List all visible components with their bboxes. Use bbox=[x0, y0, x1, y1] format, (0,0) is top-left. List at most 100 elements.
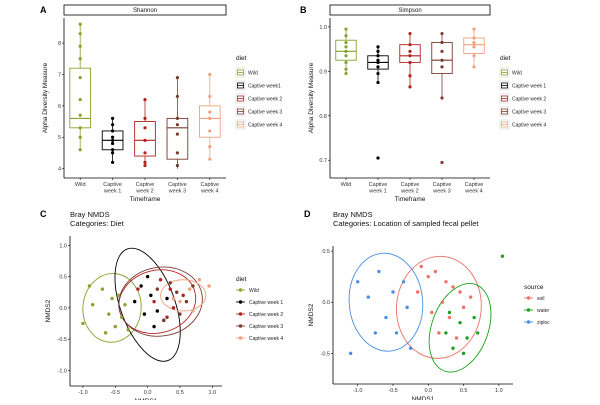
data-point bbox=[376, 65, 380, 69]
data-point bbox=[168, 281, 172, 285]
data-point bbox=[377, 269, 381, 274]
strip-label: Shannon bbox=[133, 8, 157, 14]
legend-dot bbox=[238, 288, 243, 292]
x-tick-label: Captive week 2 bbox=[400, 182, 419, 195]
data-point bbox=[208, 72, 212, 77]
data-point bbox=[143, 151, 147, 155]
data-point bbox=[376, 45, 380, 49]
legend-item-label: Captive week 3 bbox=[512, 110, 546, 116]
data-point bbox=[178, 299, 182, 304]
x-tick-label: Wild bbox=[341, 182, 352, 188]
y-tick-label: 4 bbox=[58, 167, 61, 173]
plot-title: Bray NMDS bbox=[333, 210, 373, 219]
legend-item-label: Wild bbox=[249, 288, 259, 294]
data-point bbox=[440, 300, 445, 304]
legend-dot bbox=[238, 324, 243, 328]
y-tick-label: 0.8 bbox=[319, 114, 327, 120]
data-point bbox=[408, 31, 412, 36]
data-point bbox=[454, 336, 459, 340]
y-tick-label: 0.0 bbox=[322, 300, 330, 306]
data-point bbox=[111, 135, 115, 139]
data-point bbox=[120, 315, 124, 319]
data-point bbox=[175, 76, 179, 80]
data-point bbox=[376, 49, 380, 53]
data-point bbox=[472, 36, 476, 40]
y-tick-label: 8 bbox=[58, 41, 61, 47]
data-point bbox=[107, 312, 111, 316]
x-tick-label: 0.0 bbox=[144, 390, 152, 396]
data-point bbox=[344, 27, 348, 31]
data-point bbox=[376, 58, 380, 62]
data-point bbox=[408, 49, 412, 53]
data-point bbox=[175, 123, 179, 127]
data-point bbox=[376, 80, 380, 85]
data-point bbox=[110, 296, 114, 301]
legend-item-label: Captive week 3 bbox=[248, 110, 282, 116]
legend-dot bbox=[238, 312, 243, 316]
data-point bbox=[165, 296, 169, 301]
data-point bbox=[155, 287, 160, 291]
data-point bbox=[472, 27, 476, 31]
data-point bbox=[136, 287, 140, 291]
data-point bbox=[111, 123, 115, 127]
data-point bbox=[78, 44, 82, 48]
y-tick-label: 0.7 bbox=[319, 158, 327, 164]
data-point bbox=[168, 287, 172, 291]
data-point bbox=[476, 331, 480, 335]
data-point bbox=[472, 54, 476, 58]
data-point bbox=[111, 160, 115, 164]
data-point bbox=[408, 60, 412, 65]
x-tick-label: Captive week 3 bbox=[168, 182, 187, 195]
x-axis-label: Timeframe bbox=[395, 196, 426, 203]
x-tick-label: 1.0 bbox=[208, 390, 216, 396]
data-point bbox=[401, 280, 406, 284]
data-point bbox=[426, 274, 430, 279]
data-point bbox=[408, 74, 412, 78]
box bbox=[198, 105, 221, 138]
data-point bbox=[78, 113, 82, 117]
data-point bbox=[175, 94, 179, 99]
data-point bbox=[111, 129, 115, 133]
data-point bbox=[384, 315, 388, 320]
strip-box bbox=[63, 4, 227, 16]
data-point bbox=[78, 135, 82, 139]
data-point bbox=[143, 160, 147, 164]
x-tick-label: 0.5 bbox=[176, 390, 184, 396]
data-point bbox=[444, 280, 448, 284]
data-point bbox=[155, 309, 160, 313]
data-point bbox=[87, 284, 92, 288]
data-point bbox=[356, 280, 360, 284]
data-point bbox=[408, 85, 412, 89]
y-axis-label: Alpha Diversity Measure bbox=[42, 62, 49, 133]
plot-title: Bray NMDS bbox=[70, 210, 110, 219]
data-point bbox=[139, 284, 143, 288]
legend-item-label: Captive week 2 bbox=[249, 312, 283, 318]
data-point bbox=[430, 310, 434, 315]
data-point bbox=[208, 116, 212, 120]
data-point bbox=[184, 299, 189, 304]
data-point bbox=[208, 129, 212, 133]
x-tick-label: Wild bbox=[75, 182, 86, 188]
data-point bbox=[344, 60, 348, 65]
x-tick-label: -1.0 bbox=[353, 388, 362, 394]
data-point bbox=[472, 65, 476, 69]
data-point bbox=[344, 49, 348, 53]
legend-dot bbox=[526, 308, 531, 312]
x-tick-label: 0.0 bbox=[424, 388, 432, 394]
data-point bbox=[376, 60, 380, 65]
data-point bbox=[181, 293, 185, 298]
y-tick-label: 5 bbox=[58, 135, 61, 141]
y-tick-label: 1.0 bbox=[59, 243, 67, 249]
panel-label: A bbox=[40, 5, 47, 15]
data-point bbox=[419, 264, 423, 269]
data-point bbox=[440, 58, 444, 62]
data-point bbox=[78, 57, 82, 61]
confidence-ellipse bbox=[82, 273, 142, 343]
data-point bbox=[78, 97, 82, 102]
data-point bbox=[90, 303, 95, 307]
confidence-ellipse bbox=[114, 247, 181, 362]
confidence-ellipse bbox=[428, 283, 492, 373]
data-point bbox=[175, 116, 179, 120]
legend-item-label: Captive week1 bbox=[248, 84, 281, 90]
